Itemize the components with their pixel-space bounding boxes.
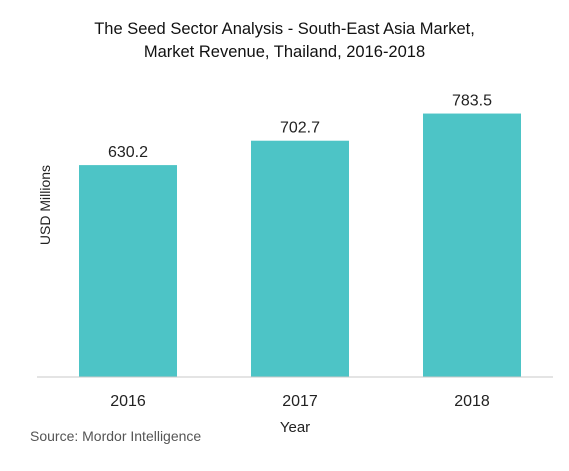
- x-tick-labels-group: 2016 2017 2018: [110, 393, 490, 410]
- value-label-2017: 702.7: [280, 120, 320, 137]
- value-labels-group: 630.2 702.7 783.5: [108, 93, 492, 162]
- source-note: Source: Mordor Intelligence: [30, 428, 202, 444]
- value-label-2018: 783.5: [452, 93, 492, 110]
- x-axis-label: Year: [280, 419, 310, 436]
- chart-title: The Seed Sector Analysis - South-East As…: [0, 18, 569, 64]
- chart-title-line-1: The Seed Sector Analysis - South-East As…: [94, 20, 475, 38]
- value-label-2016: 630.2: [108, 144, 148, 161]
- y-axis-label: USD Millions: [37, 165, 53, 245]
- x-tick-label-2018: 2018: [454, 393, 490, 410]
- x-tick-label-2017: 2017: [282, 393, 318, 410]
- bar-2018: [423, 113, 521, 377]
- chart-title-line-2: Market Revenue, Thailand, 2016-2018: [143, 43, 426, 61]
- bars-group: [79, 113, 521, 377]
- bar-2017: [251, 140, 349, 377]
- x-tick-label-2016: 2016: [110, 393, 146, 410]
- bar-2016: [79, 165, 177, 377]
